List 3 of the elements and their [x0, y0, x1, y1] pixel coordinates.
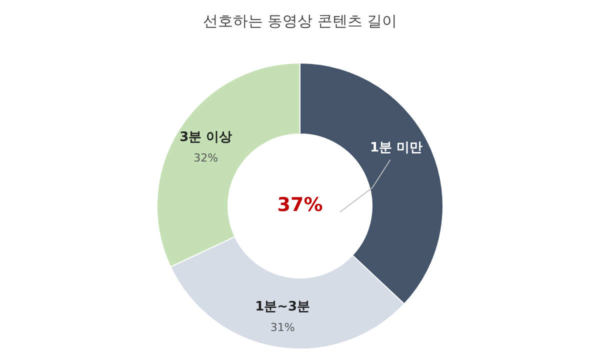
title: 선호하는 동영상 콘텐츠 길이	[202, 12, 398, 30]
data-label: 37%	[277, 194, 323, 216]
slice-label: 1분 미만	[370, 140, 423, 156]
